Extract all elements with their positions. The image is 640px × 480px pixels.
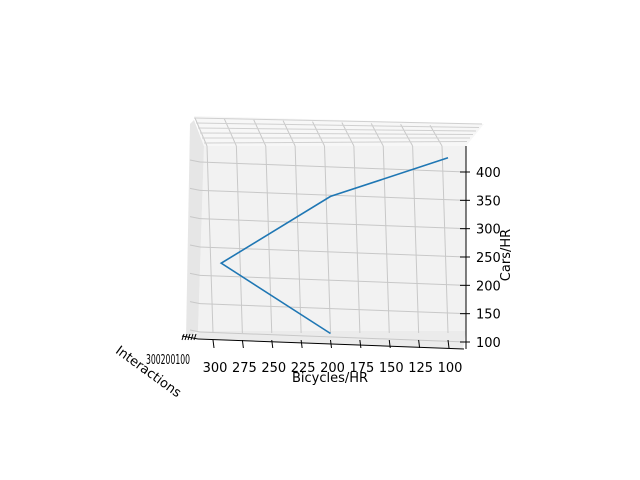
grid-line-x	[412, 145, 420, 334]
z-tick-label: 100	[476, 336, 501, 351]
grid-line-x	[353, 145, 361, 334]
grid-line-x-top	[429, 124, 443, 147]
grid-line-z	[199, 303, 467, 315]
x-tick-mark	[271, 339, 274, 349]
series-line	[219, 157, 449, 335]
y-axis-line	[181, 335, 199, 340]
pane-edge-line	[195, 122, 480, 128]
grid-line-z-side	[189, 216, 201, 220]
x-axis-label: Bicycles/HR	[292, 371, 368, 386]
grid-line-x	[382, 145, 390, 334]
pane-edge-line	[197, 127, 477, 132]
x-tick-label: 225	[291, 361, 316, 376]
grid-line-x	[206, 145, 214, 334]
pane-edge-line	[203, 141, 468, 144]
y-axis-tick-mark	[184, 333, 188, 341]
grid-line-z	[199, 274, 467, 286]
y-axis-tick-mark	[190, 333, 194, 341]
grid-line-x	[265, 145, 273, 334]
grid-line-z	[199, 161, 467, 173]
grid-line-x	[235, 145, 243, 334]
back-pane	[198, 146, 466, 331]
grid-line-x	[441, 145, 449, 334]
grid-line-z-side	[189, 187, 201, 191]
grid-line-x-top	[400, 124, 414, 147]
grid-line-z-side	[189, 159, 201, 163]
floor-pane	[190, 331, 466, 349]
x-tick-label: 125	[408, 361, 433, 376]
x-tick-label: 150	[379, 361, 404, 376]
x-tick-mark	[388, 339, 391, 349]
series-group	[219, 157, 449, 335]
y-axis-tick-mark	[187, 333, 191, 341]
x-tick-mark	[447, 339, 450, 349]
grid-line-x	[324, 145, 331, 334]
x-tick-mark	[241, 339, 244, 349]
y-tick-overlap: 300200100	[146, 353, 190, 368]
z-tick-label: 350	[476, 194, 501, 209]
grid-line-z	[199, 331, 467, 343]
pane-edge-line	[193, 117, 483, 125]
pane-edge-line	[199, 132, 474, 135]
x-tick-label: 300	[203, 361, 228, 376]
z-tick-label: 250	[476, 251, 501, 266]
x-tick-label: 100	[438, 361, 463, 376]
x-tick-label: 175	[349, 361, 374, 376]
x-tick-label: 250	[261, 361, 286, 376]
x-axis-ticks: 300 275 250 225 200 175 150 125 100	[203, 339, 463, 376]
grid-line-z-side	[189, 329, 201, 333]
x-tick-label: 275	[232, 361, 257, 376]
grid-line-z-side	[189, 272, 201, 276]
z-axis-label: Cars/HR	[499, 229, 514, 281]
grid-line-z	[199, 218, 467, 230]
grid-line-x	[294, 145, 302, 334]
z-tick-label: 150	[476, 308, 501, 323]
z-tick-label: 400	[476, 166, 501, 181]
side-pane	[186, 120, 204, 338]
y-axis-tick-mark	[193, 333, 197, 341]
x-tick-label: 200	[320, 361, 345, 376]
grid-line-z-side	[189, 301, 201, 305]
z-tick-label: 200	[476, 279, 501, 294]
grid-line-z-side	[189, 244, 201, 248]
z-axis-ticks: 100 150 200 250 300 350 400	[460, 166, 501, 351]
x-tick-mark	[212, 339, 215, 349]
x-tick-mark	[300, 339, 303, 349]
x-tick-mark	[330, 339, 332, 349]
x-tick-mark	[418, 339, 421, 349]
z-tick-label: 300	[476, 223, 501, 238]
y-axis-tick-mark	[181, 333, 185, 341]
x-tick-mark	[359, 339, 362, 349]
